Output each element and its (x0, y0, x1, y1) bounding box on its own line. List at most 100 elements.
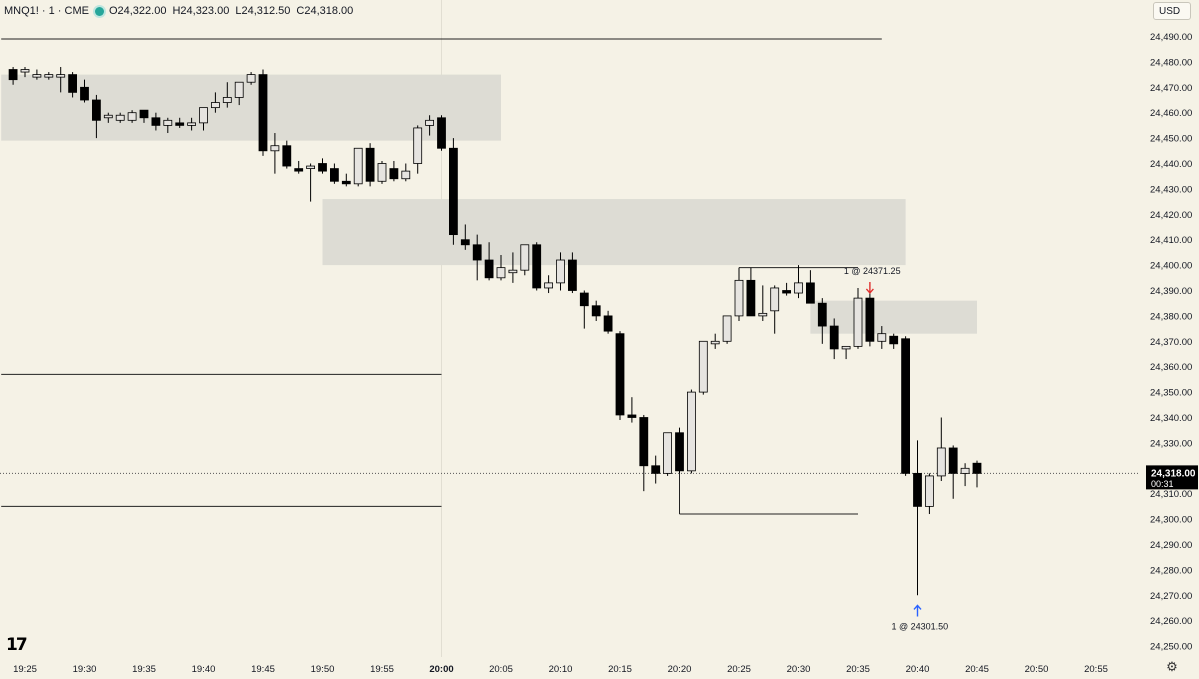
candle-body (44, 74, 54, 78)
candle-body (484, 259, 494, 279)
x-tick-label: 19:50 (311, 664, 335, 675)
y-tick-label: 24,460.00 (1150, 108, 1192, 119)
candle (413, 125, 423, 174)
candle (151, 112, 161, 131)
candle-body (758, 312, 768, 317)
candle-body (210, 102, 220, 109)
candle-body (841, 345, 851, 350)
candle (222, 82, 232, 108)
candle-body (294, 168, 304, 172)
candle-body (639, 417, 649, 467)
candle-body (199, 107, 208, 124)
candle (698, 340, 708, 395)
candle (329, 163, 339, 184)
candle (806, 270, 815, 304)
x-tick-label: 19:45 (251, 664, 275, 675)
candle-body (187, 122, 197, 126)
candle-body (675, 432, 684, 472)
candle-body (234, 81, 244, 98)
candle-body (734, 279, 744, 317)
arrow-up-icon (913, 604, 922, 617)
candle (615, 331, 625, 421)
candle (865, 290, 875, 347)
y-tick-label: 24,370.00 (1150, 337, 1192, 348)
candle-body (901, 338, 910, 474)
candle (353, 147, 363, 187)
candle-body (32, 74, 42, 78)
x-tick-label: 20:30 (787, 664, 811, 675)
y-tick-label: 24,430.00 (1150, 184, 1192, 195)
candle-body (698, 340, 708, 393)
y-tick-label: 24,310.00 (1150, 489, 1192, 500)
candle (163, 117, 173, 134)
candle (341, 173, 351, 187)
candle (80, 79, 89, 103)
candle-body (56, 74, 66, 78)
arrow-down-icon (865, 281, 874, 295)
candle-body (710, 340, 720, 345)
candle-body (341, 180, 351, 185)
candle (734, 267, 744, 321)
candle (591, 300, 601, 321)
x-tick-label: 19:30 (73, 664, 97, 675)
x-tick-label: 20:00 (429, 664, 453, 675)
currency-button[interactable]: USD (1153, 2, 1191, 20)
candle-body (936, 447, 946, 477)
candle (936, 417, 946, 481)
candle (472, 234, 482, 281)
candle (115, 112, 125, 123)
candle-body (80, 86, 89, 101)
candle-body (496, 267, 506, 279)
candle-body (68, 74, 77, 93)
y-tick-label: 24,270.00 (1150, 591, 1192, 602)
symbol-label[interactable]: MNQ1! · 1 · CME (4, 5, 89, 17)
candle-body (151, 117, 161, 126)
y-tick-label: 24,440.00 (1150, 159, 1192, 170)
low-value: L24,312.50 (235, 5, 291, 17)
candle (663, 432, 672, 476)
candle (258, 69, 268, 156)
candle-body (413, 127, 423, 164)
candle (401, 163, 411, 182)
candle-body (20, 69, 30, 73)
candle (44, 72, 54, 80)
candle (675, 427, 684, 474)
candle-body (270, 145, 280, 152)
candle (234, 81, 244, 106)
y-tick-label: 24,350.00 (1150, 388, 1192, 399)
candle (246, 72, 256, 85)
candle-body (318, 163, 327, 172)
candle-body (115, 114, 125, 121)
candle (139, 109, 149, 123)
candle-body (853, 297, 863, 347)
candle (282, 140, 292, 169)
x-tick-label: 20:20 (668, 664, 692, 675)
gear-icon[interactable]: ⚙ (1166, 659, 1178, 674)
y-tick-label: 24,470.00 (1150, 83, 1192, 94)
candle-body (175, 122, 185, 126)
candle (853, 287, 863, 349)
candle (770, 285, 780, 334)
candle-body (782, 290, 791, 294)
candle (544, 275, 553, 294)
close-value: C24,318.00 (296, 5, 354, 17)
candle-body (520, 244, 530, 271)
candle-body (222, 97, 232, 103)
candle-body (687, 391, 696, 472)
candle-body (591, 305, 601, 317)
y-tick-label: 24,480.00 (1150, 57, 1192, 68)
candle-body (544, 282, 553, 289)
tradingview-logo[interactable]: 17 (6, 635, 28, 655)
x-tick-label: 20:40 (906, 664, 930, 675)
candle-body (829, 325, 839, 350)
candle-body (603, 315, 613, 332)
candle (687, 389, 696, 474)
candle (829, 318, 839, 360)
candle (32, 69, 42, 80)
candle-body (139, 109, 149, 119)
y-tick-label: 24,420.00 (1150, 210, 1192, 221)
candle-body (568, 259, 577, 291)
x-tick-label: 20:15 (608, 664, 632, 675)
candle-body (806, 282, 815, 304)
